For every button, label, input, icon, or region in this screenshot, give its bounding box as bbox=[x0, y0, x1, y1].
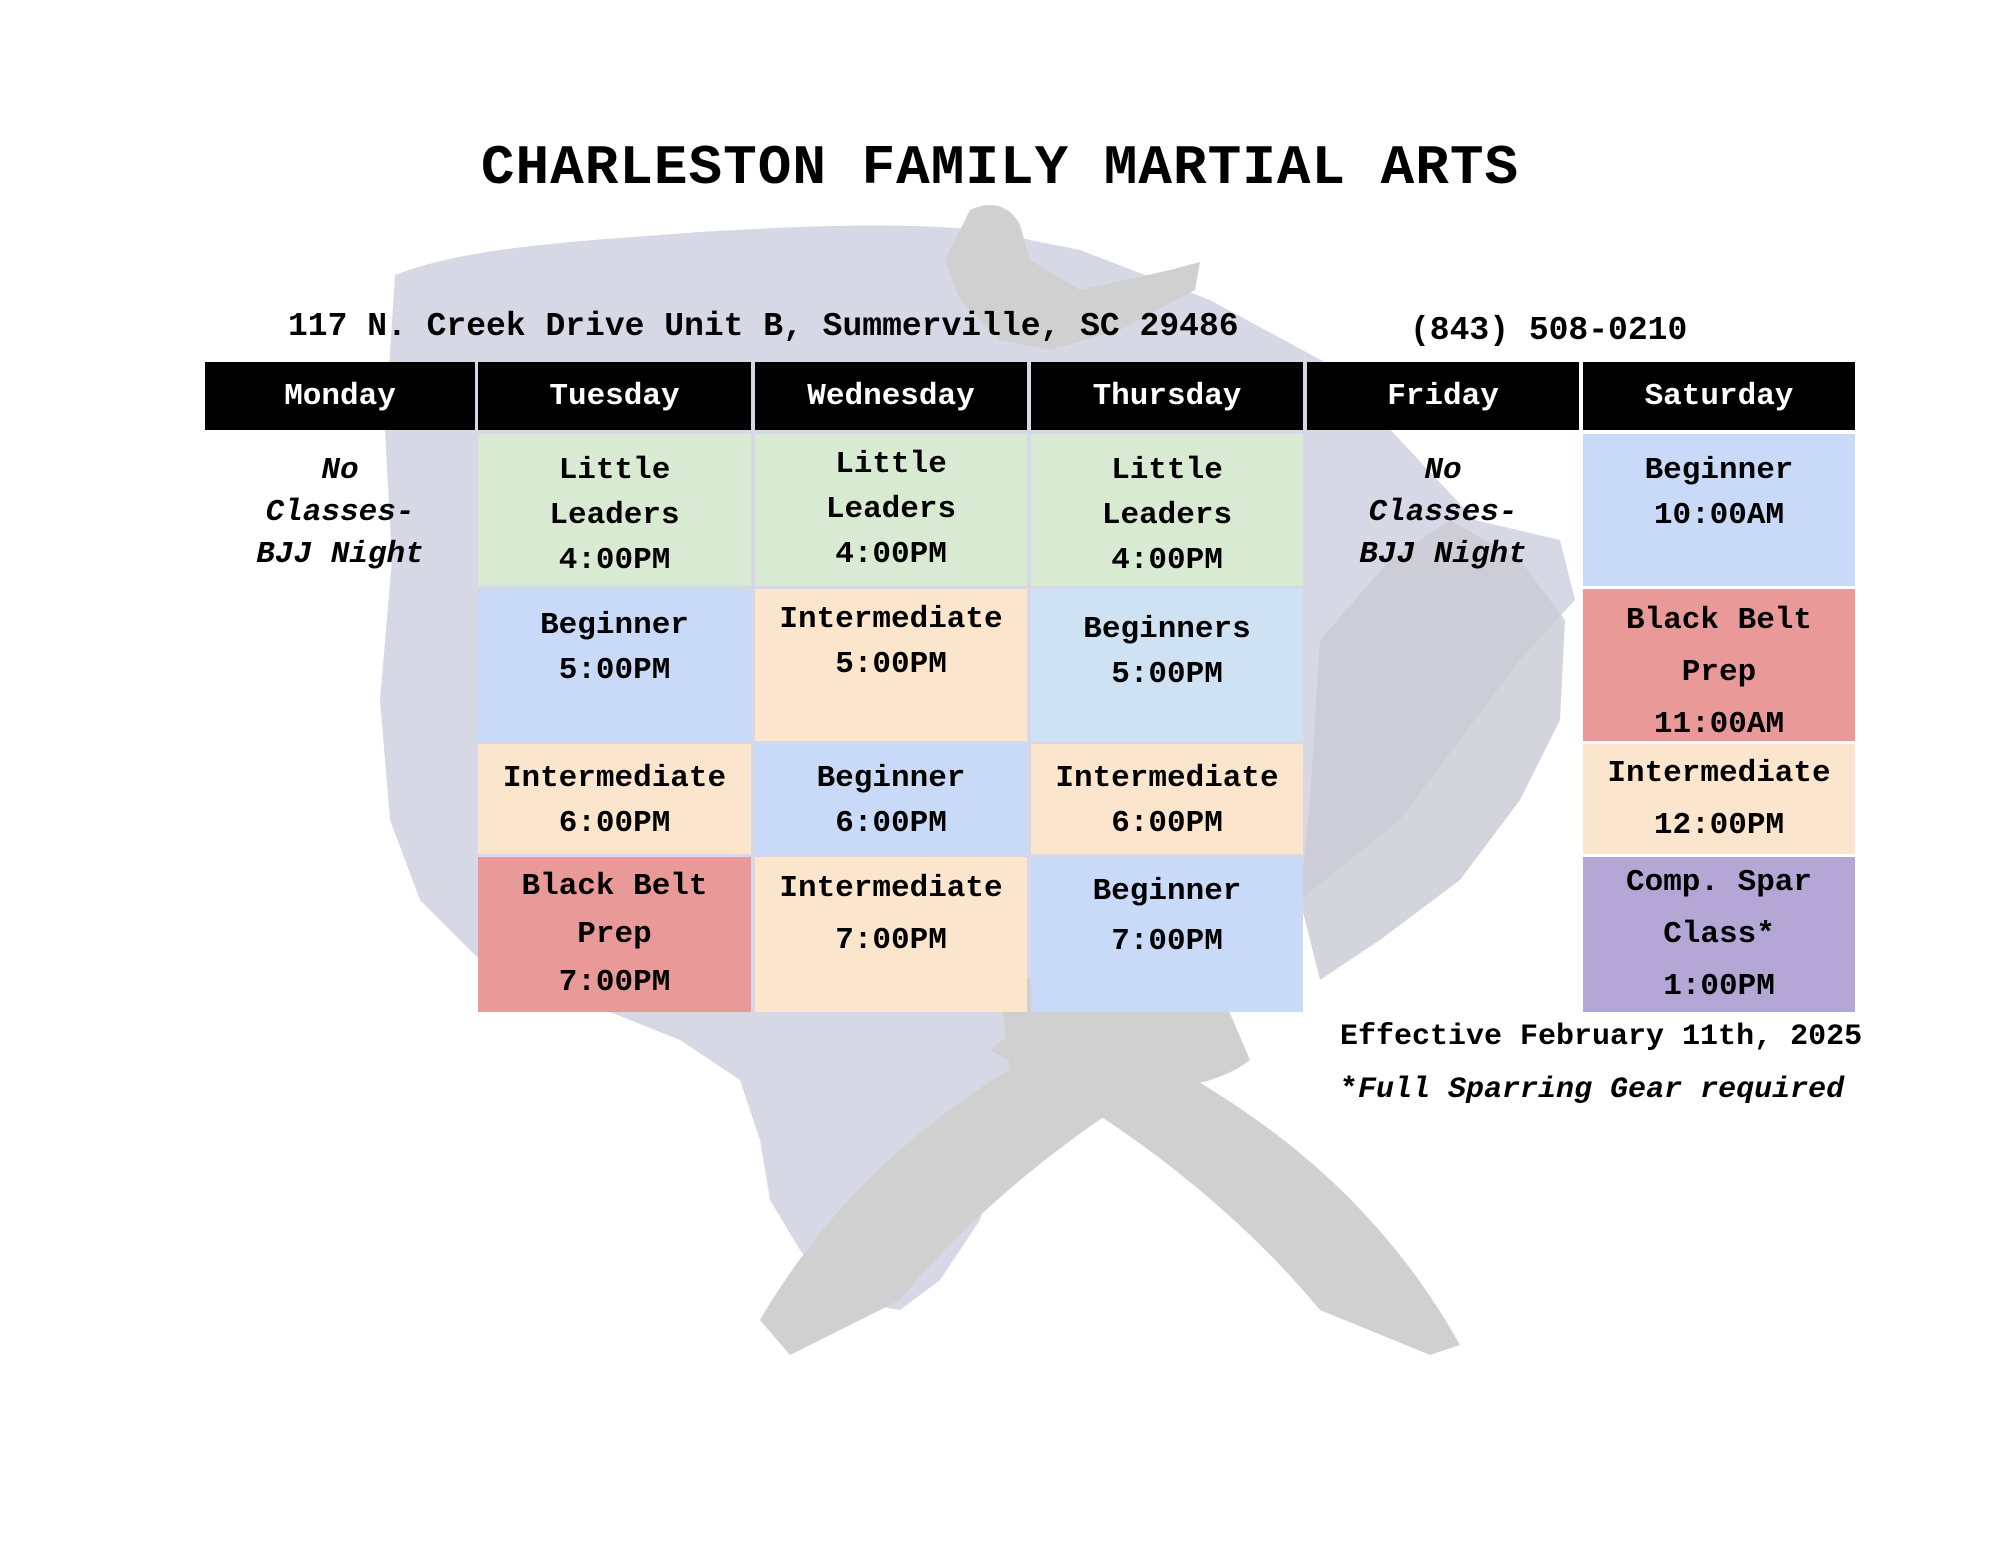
class-cell-thu-1: Little Leaders 4:00PM bbox=[1031, 434, 1303, 586]
day-header-thursday: Thursday bbox=[1031, 362, 1303, 430]
class-schedule: Monday Tuesday Wednesday Thursday Friday… bbox=[205, 362, 1855, 1018]
day-header-friday: Friday bbox=[1307, 362, 1579, 430]
class-cell-tue-2: Beginner 5:00PM bbox=[478, 589, 751, 741]
day-header-monday: Monday bbox=[205, 362, 475, 430]
day-header-tuesday: Tuesday bbox=[478, 362, 751, 430]
class-cell-wed-1: Little Leaders 4:00PM bbox=[755, 434, 1027, 586]
effective-date: Effective February 11th, 2025 bbox=[1340, 1020, 1863, 1054]
class-cell-thu-4: Beginner 7:00PM bbox=[1031, 857, 1303, 1012]
phone-number: (843) 508-0210 bbox=[1410, 312, 1688, 349]
day-header-wednesday: Wednesday bbox=[755, 362, 1027, 430]
class-cell-sat-2: Black Belt Prep 11:00AM bbox=[1583, 589, 1855, 742]
class-cell-wed-4: Intermediate 7:00PM bbox=[755, 857, 1027, 1012]
class-cell-tue-1: Little Leaders 4:00PM bbox=[478, 434, 751, 586]
class-cell-wed-3: Beginner 6:00PM bbox=[755, 744, 1027, 854]
monday-note: No Classes- BJJ Night bbox=[256, 453, 424, 572]
address: 117 N. Creek Drive Unit B, Summerville, … bbox=[288, 308, 1239, 345]
class-cell-thu-3: Intermediate 6:00PM bbox=[1031, 744, 1303, 854]
class-cell-sat-1: Beginner 10:00AM bbox=[1583, 434, 1855, 586]
class-cell-wed-2: Intermediate 5:00PM bbox=[755, 589, 1027, 741]
class-cell-sat-3: Intermediate 12:00PM bbox=[1583, 744, 1855, 854]
class-cell-tue-3: Intermediate 6:00PM bbox=[478, 744, 751, 854]
page-title: CHARLESTON FAMILY MARTIAL ARTS bbox=[480, 136, 1520, 200]
class-cell-sat-4: Comp. Spar Class* 1:00PM bbox=[1583, 857, 1855, 1012]
friday-note: No Classes- BJJ Night bbox=[1359, 453, 1527, 572]
class-cell-tue-4: Black Belt Prep 7:00PM bbox=[478, 857, 751, 1012]
footnote: *Full Sparring Gear required bbox=[1340, 1073, 1845, 1107]
day-header-saturday: Saturday bbox=[1583, 362, 1855, 430]
class-cell-thu-2: Beginners 5:00PM bbox=[1031, 589, 1303, 741]
